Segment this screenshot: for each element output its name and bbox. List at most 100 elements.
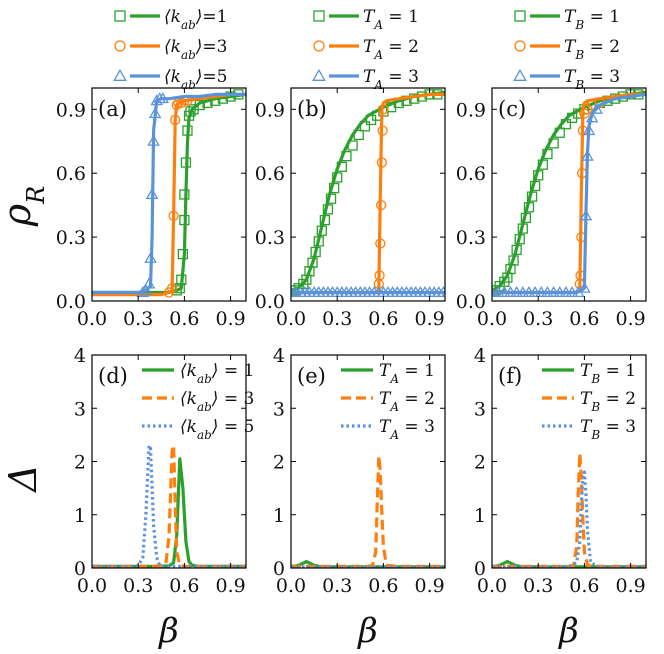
legend-eq-b-2: =: [383, 67, 408, 87]
data-point-b-0-7: [313, 236, 324, 247]
data-point-a-0-4: [179, 214, 190, 226]
legend-label-a-2: ⟨kab⟩=5: [164, 67, 228, 92]
data-point-c-2-18: [582, 124, 596, 136]
panel-label-f: (f): [498, 364, 522, 388]
data-point-c-2-6: [522, 285, 536, 298]
data-point-c-2-10: [547, 285, 560, 298]
data-point-a-2-3: [144, 251, 157, 263]
data-point-c-0-17: [554, 127, 565, 138]
y-tick-label-c-0: 0.0: [456, 291, 486, 313]
legend-marker-b-2: [312, 68, 326, 81]
data-point-c-0-9: [520, 212, 532, 224]
x-tick-label-d-3: 0.9: [215, 575, 245, 597]
y-tick-label-b-0: 0.0: [255, 291, 285, 313]
y-axis-label-top-main: ρ: [0, 203, 39, 227]
y-tick-label-a-1: 0.3: [56, 227, 86, 249]
legend-label-b-1: TA = 2: [363, 37, 419, 62]
y-tick-label-e-1: 1: [273, 505, 285, 527]
legend-sub-f-1: B: [590, 400, 600, 414]
y-tick-label-d-1: 1: [74, 505, 86, 527]
legend-marker-c-0: [514, 10, 526, 22]
data-point-b-2-33: [437, 285, 445, 298]
y-axis-label-top-sub: R: [22, 186, 50, 205]
x-axis-label-1: β: [356, 611, 378, 651]
panel-label-e: (e): [297, 364, 326, 388]
data-point-b-1-2: [375, 238, 386, 249]
legend-num-d-2: 5: [243, 417, 254, 437]
x-tick-label-c-3: 0.9: [615, 308, 645, 330]
data-point-a-0-7: [182, 125, 193, 136]
legend-num-e-0: 1: [424, 361, 435, 381]
axes-frame-c: [491, 87, 647, 302]
data-point-c-0-6: [511, 244, 522, 256]
legend-sub-b-1: A: [373, 48, 383, 62]
y-tick-label-e-4: 4: [273, 345, 285, 367]
data-point-b-1-6: [378, 104, 389, 115]
legend-label-c-2: TB = 3: [564, 67, 620, 92]
legend-close-d-1: ⟩: [211, 389, 219, 409]
plot-area-d: [92, 443, 246, 568]
legend-num-d-1: 3: [243, 389, 254, 409]
legend-var-f-1: T: [580, 389, 593, 409]
legend-sub-a-1: ab: [181, 48, 196, 62]
data-point-c-2-19: [585, 111, 599, 123]
y-tick-label-b-3: 0.9: [255, 99, 285, 121]
legend-eq-b-0: =: [383, 7, 408, 27]
data-point-b-0-5: [307, 257, 318, 268]
legend-num-f-0: 1: [625, 361, 636, 381]
series-line-d-1: [92, 443, 246, 568]
data-point-a-2-1: [139, 283, 153, 295]
data-point-c-0-5: [508, 255, 519, 266]
legend-eq-d-2: =: [218, 417, 243, 437]
x-tick-label-e-1: 0.3: [322, 575, 352, 597]
data-point-c-2-8: [534, 285, 548, 298]
y-tick-label-d-2: 2: [74, 452, 86, 474]
x-tick-label-b-1: 0.3: [322, 308, 352, 330]
data-point-b-0-18: [359, 121, 371, 132]
data-point-b-0-10: [322, 204, 334, 215]
legend-marker-c-1: [514, 40, 526, 52]
legend-sub-b-2: A: [373, 78, 383, 92]
data-point-b-0-17: [353, 129, 364, 141]
series-line-e-1: [291, 454, 445, 568]
panel-label-a: (a): [98, 97, 127, 121]
data-point-c-0-15: [542, 148, 553, 160]
data-point-c-2-7: [528, 285, 542, 298]
legend-sub-d-2: ab: [197, 428, 212, 442]
legend-marker-a-2: [113, 68, 127, 81]
legend-label-e-2: TA = 3: [379, 417, 435, 442]
legend-sub-e-1: A: [389, 400, 399, 414]
data-point-b-0-6: [310, 246, 321, 258]
legend-num-e-2: 3: [424, 417, 435, 437]
data-point-a-2-6: [148, 107, 162, 119]
x-tick-label-d-2: 0.6: [169, 575, 199, 597]
plot-area-b: [291, 89, 445, 298]
x-tick-label-e-0: 0.0: [276, 575, 306, 597]
data-point-b-1-4: [376, 157, 388, 168]
panel-label-c: (c): [498, 97, 526, 121]
data-point-b-0-13: [332, 172, 343, 183]
x-tick-label-e-2: 0.6: [368, 575, 398, 597]
legend-label-f-0: TB = 1: [580, 361, 636, 386]
series-line-c-2: [492, 92, 646, 295]
legend-sub-c-2: B: [574, 78, 584, 92]
legend-close-a-2: ⟩: [195, 67, 203, 87]
legend-marker-b-0: [313, 10, 325, 22]
y-axis-label-bottom: Δ: [1, 464, 45, 493]
data-point-c-0-8: [517, 223, 528, 234]
data-point-a-1-4: [171, 99, 182, 111]
legend-eq-d-1: =: [218, 389, 243, 409]
legend-a: ⟨kab⟩=1⟨kab⟩=3⟨kab⟩=5: [113, 7, 228, 92]
y-tick-label-d-4: 4: [74, 345, 86, 367]
y-tick-label-b-2: 0.6: [255, 163, 285, 185]
y-tick-label-d-0: 0: [74, 558, 86, 580]
data-point-c-0-11: [526, 191, 538, 202]
legend-d: ⟨kab⟩ = 1⟨kab⟩ = 3⟨kab⟩ = 5: [142, 361, 254, 442]
legend-label-b-2: TA = 3: [363, 67, 419, 92]
legend-label-f-1: TB = 2: [580, 389, 636, 414]
legend-num-b-0: 1: [408, 7, 419, 27]
x-tick-label-f-2: 0.6: [569, 575, 599, 597]
data-point-c-2-11: [553, 285, 567, 298]
